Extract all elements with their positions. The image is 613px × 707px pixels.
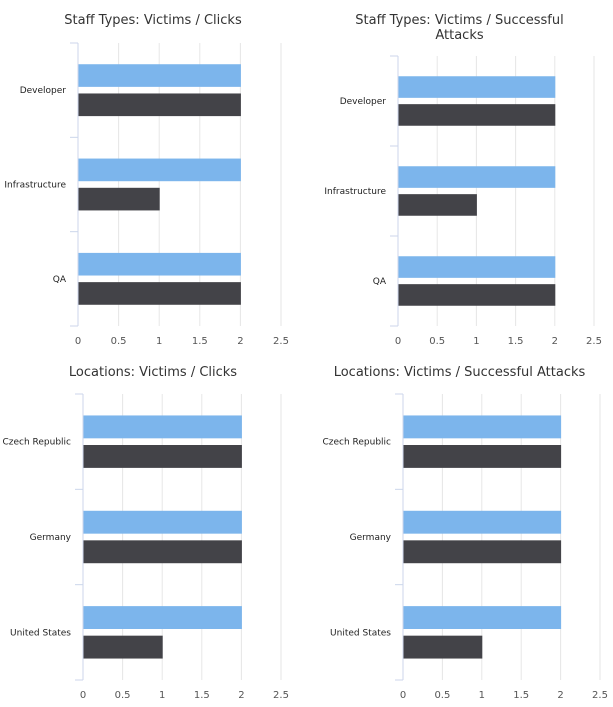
bar-second	[403, 635, 483, 659]
bar-victims	[403, 606, 562, 629]
bar-victims	[78, 158, 241, 182]
x-tick-label: 0.5	[115, 690, 131, 701]
chart-svg: 0 0.5 1 1.5 2 2.5 Developer Infrastructure QA	[324, 55, 602, 347]
bar-second	[78, 187, 160, 211]
category-label: Germany	[350, 533, 392, 543]
chart-title: Locations: Victims / Successful Attacks	[333, 365, 586, 380]
x-tick-label: 1	[156, 336, 162, 347]
x-tick-label: 2	[557, 690, 563, 701]
x-tick-label: 2.5	[586, 336, 602, 347]
x-tick-label: 0	[80, 690, 86, 701]
x-tick-label: 2	[238, 690, 244, 701]
bar-victims	[398, 256, 556, 278]
category-label: QA	[53, 275, 67, 285]
x-tick-label: 2	[237, 336, 243, 347]
bar-victims	[83, 510, 242, 534]
category-label: Infrastructure	[4, 181, 66, 191]
bar-victims	[78, 252, 241, 276]
bar-second	[398, 194, 477, 216]
bar-second	[83, 635, 163, 659]
chart-panel-staff-attacks: Staff Types: Victims / Successful Attack…	[306, 0, 613, 350]
category-label: Developer	[20, 86, 67, 96]
chart-svg: 0 0.5 1 1.5 2 2.5 Czech Republic Germany United …	[2, 393, 289, 701]
x-tick-label: 2.5	[273, 336, 289, 347]
x-tick-label: 1	[473, 336, 479, 347]
x-tick-label: 1.5	[513, 690, 529, 701]
bar-victims	[83, 415, 242, 439]
bar-second	[78, 282, 241, 305]
chart-panel-staff-clicks: Staff Types: Victims / Clicks 0 0.5 1 1.5 2 2…	[0, 0, 306, 350]
bar-victims	[83, 606, 242, 629]
x-tick-label: 0.5	[434, 690, 450, 701]
bar-second	[403, 540, 562, 564]
category-label: United States	[10, 628, 71, 638]
bar-second	[398, 104, 556, 126]
bar-second	[83, 445, 242, 468]
bar-victims	[398, 166, 556, 188]
chart-title: Locations: Victims / Clicks	[68, 365, 238, 380]
bar-second	[78, 93, 241, 117]
category-label: Infrastructure	[324, 187, 386, 197]
category-label: QA	[373, 277, 387, 287]
chart-title: Staff Types: Victims / Clicks	[64, 13, 242, 28]
x-tick-label: 1.5	[194, 690, 210, 701]
category-label: Czech Republic	[2, 438, 71, 448]
x-tick-label: 2.5	[592, 690, 608, 701]
bar-victims	[78, 64, 241, 87]
chart-panel-locations-clicks: Locations: Victims / Clicks 0 0.5 1 1.5 2 2.5…	[0, 352, 306, 707]
x-tick-label: 2	[552, 336, 558, 347]
chart-title: Staff Types: Victims / Successful Attack…	[355, 13, 564, 43]
bar-victims	[403, 510, 562, 534]
bar-victims	[403, 415, 562, 439]
x-tick-label: 1.5	[508, 336, 524, 347]
category-label: Germany	[30, 533, 72, 543]
bar-second	[83, 540, 242, 564]
category-label: Czech Republic	[322, 438, 391, 448]
category-label: Developer	[340, 97, 387, 107]
x-tick-label: 1.5	[192, 336, 208, 347]
bar-victims	[398, 76, 556, 98]
x-tick-label: 2.5	[273, 690, 289, 701]
chart-svg: 0 0.5 1 1.5 2 2.5 Developer Infrastructure QA	[4, 42, 289, 347]
bar-second	[403, 445, 562, 468]
category-label: United States	[330, 628, 391, 638]
x-tick-label: 0.5	[111, 336, 127, 347]
x-tick-label: 0.5	[429, 336, 445, 347]
x-tick-label: 0	[75, 336, 81, 347]
x-tick-label: 0	[400, 690, 406, 701]
x-tick-label: 0	[395, 336, 401, 347]
x-tick-label: 1	[159, 690, 165, 701]
bar-second	[398, 284, 556, 306]
x-tick-label: 1	[479, 690, 485, 701]
chart-svg: 0 0.5 1 1.5 2 2.5 Czech Republic Germany United …	[322, 393, 608, 701]
chart-panel-locations-attacks: Locations: Victims / Successful Attacks …	[306, 352, 613, 707]
